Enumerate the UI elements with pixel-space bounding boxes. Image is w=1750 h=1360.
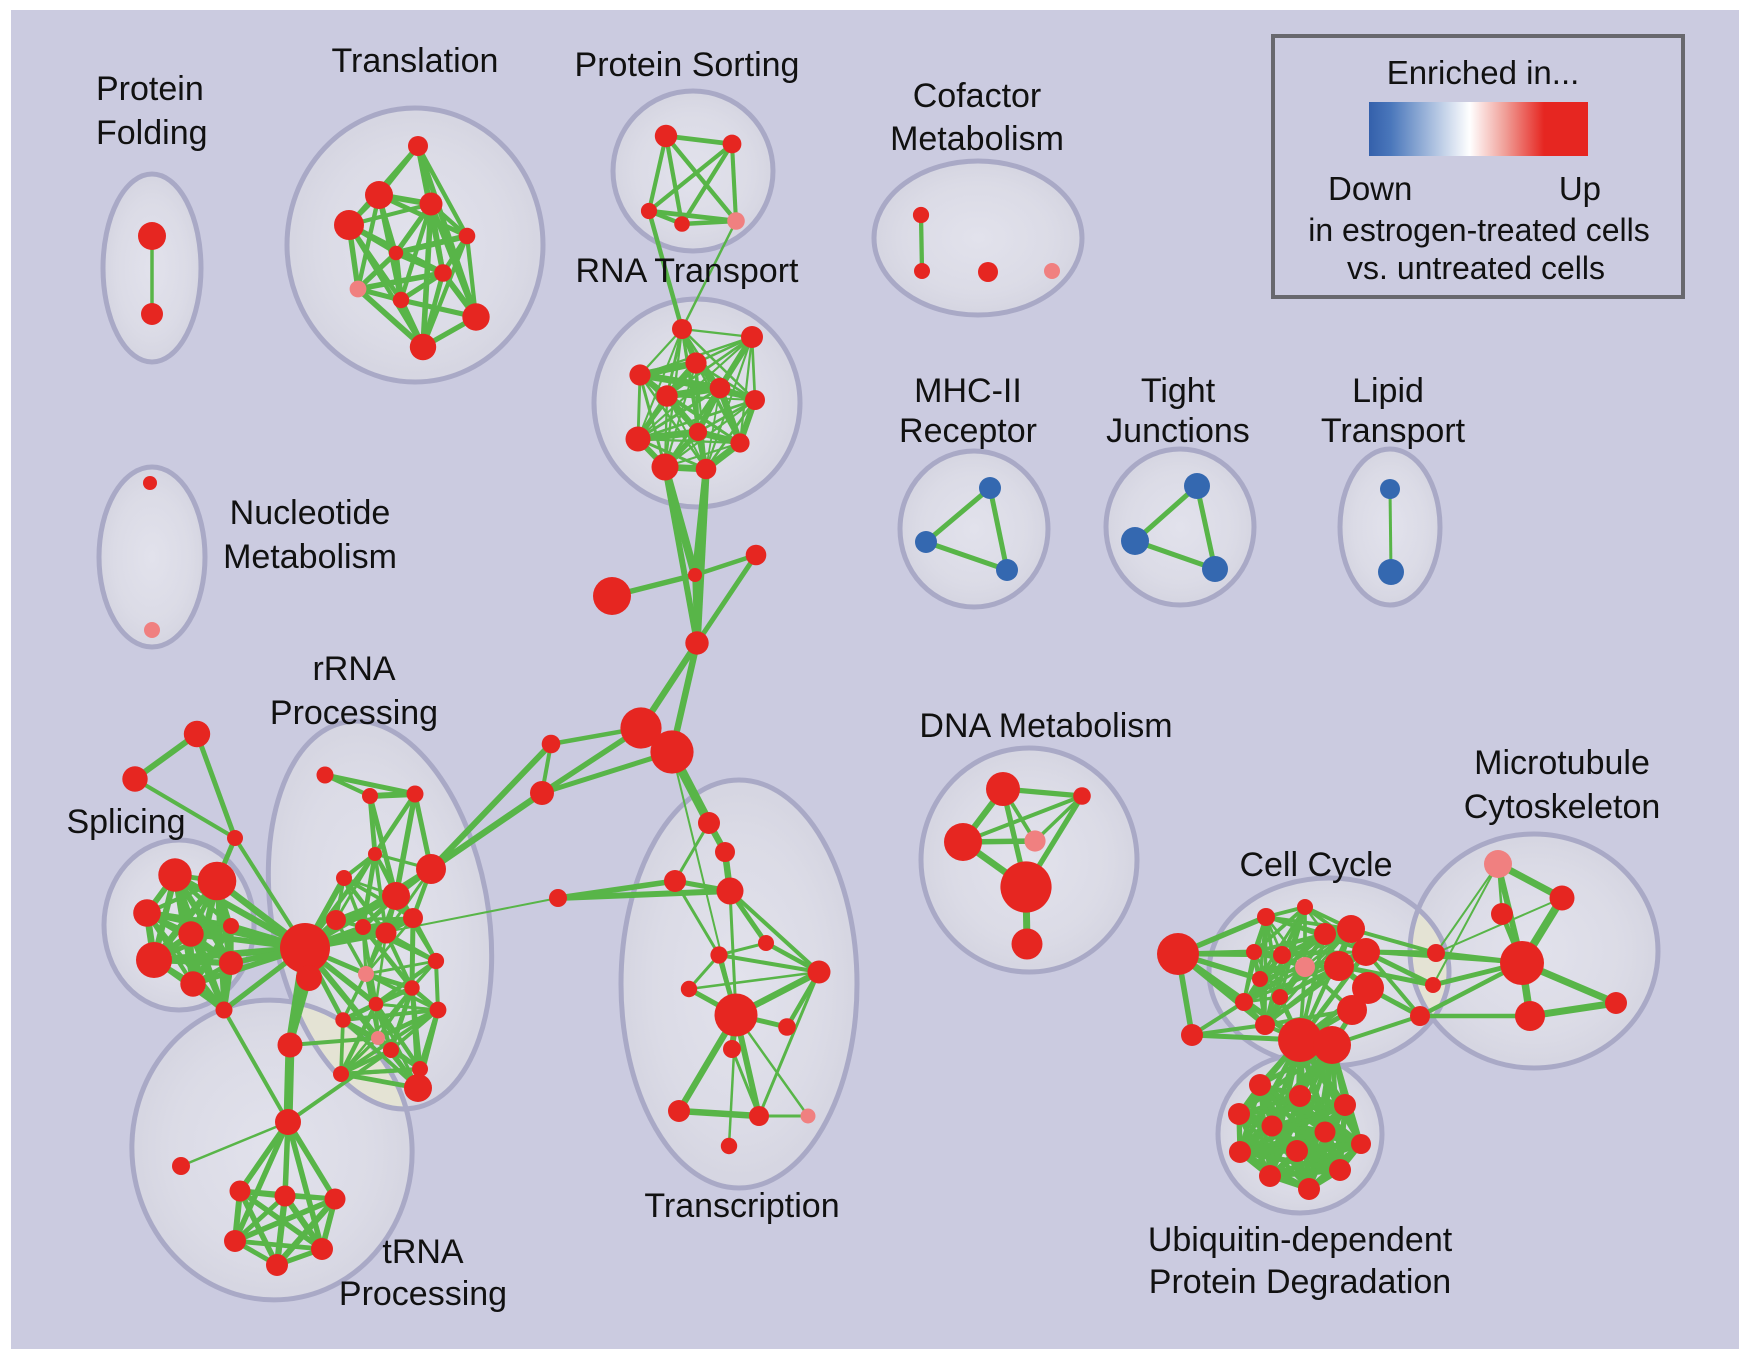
svg-text:Nucleotide: Nucleotide [230,494,391,532]
svg-text:DNA Metabolism: DNA Metabolism [919,707,1172,745]
svg-text:Cytoskeleton: Cytoskeleton [1464,788,1661,826]
svg-text:Processing: Processing [270,694,438,732]
svg-text:Up: Up [1559,170,1601,207]
svg-text:Tight: Tight [1141,372,1216,410]
svg-text:tRNA: tRNA [382,1233,464,1271]
svg-text:Cell Cycle: Cell Cycle [1239,846,1392,884]
svg-text:Receptor: Receptor [899,412,1037,450]
svg-text:Ubiquitin-dependent: Ubiquitin-dependent [1148,1221,1453,1259]
svg-text:Protein Degradation: Protein Degradation [1149,1263,1451,1301]
svg-text:Processing: Processing [339,1275,507,1313]
svg-text:Translation: Translation [332,42,499,80]
svg-text:RNA Transport: RNA Transport [576,252,800,290]
svg-text:Folding: Folding [96,114,208,152]
svg-text:Protein: Protein [96,70,204,108]
svg-text:Enriched in...: Enriched in... [1387,54,1580,91]
svg-text:Metabolism: Metabolism [890,120,1064,158]
svg-text:Down: Down [1328,170,1412,207]
svg-text:Lipid: Lipid [1352,372,1424,410]
svg-text:Transcription: Transcription [644,1187,839,1225]
svg-text:Splicing: Splicing [66,803,185,841]
svg-text:Cofactor: Cofactor [913,77,1042,115]
svg-text:in estrogen-treated cells: in estrogen-treated cells [1308,212,1650,248]
svg-text:MHC-II: MHC-II [914,372,1022,410]
svg-text:Metabolism: Metabolism [223,538,397,576]
svg-text:Transport: Transport [1321,412,1466,450]
svg-text:Protein Sorting: Protein Sorting [575,46,800,84]
svg-text:rRNA: rRNA [312,650,395,688]
svg-text:vs. untreated cells: vs. untreated cells [1347,250,1605,286]
svg-text:Junctions: Junctions [1106,412,1250,450]
svg-text:Microtubule: Microtubule [1474,744,1650,782]
